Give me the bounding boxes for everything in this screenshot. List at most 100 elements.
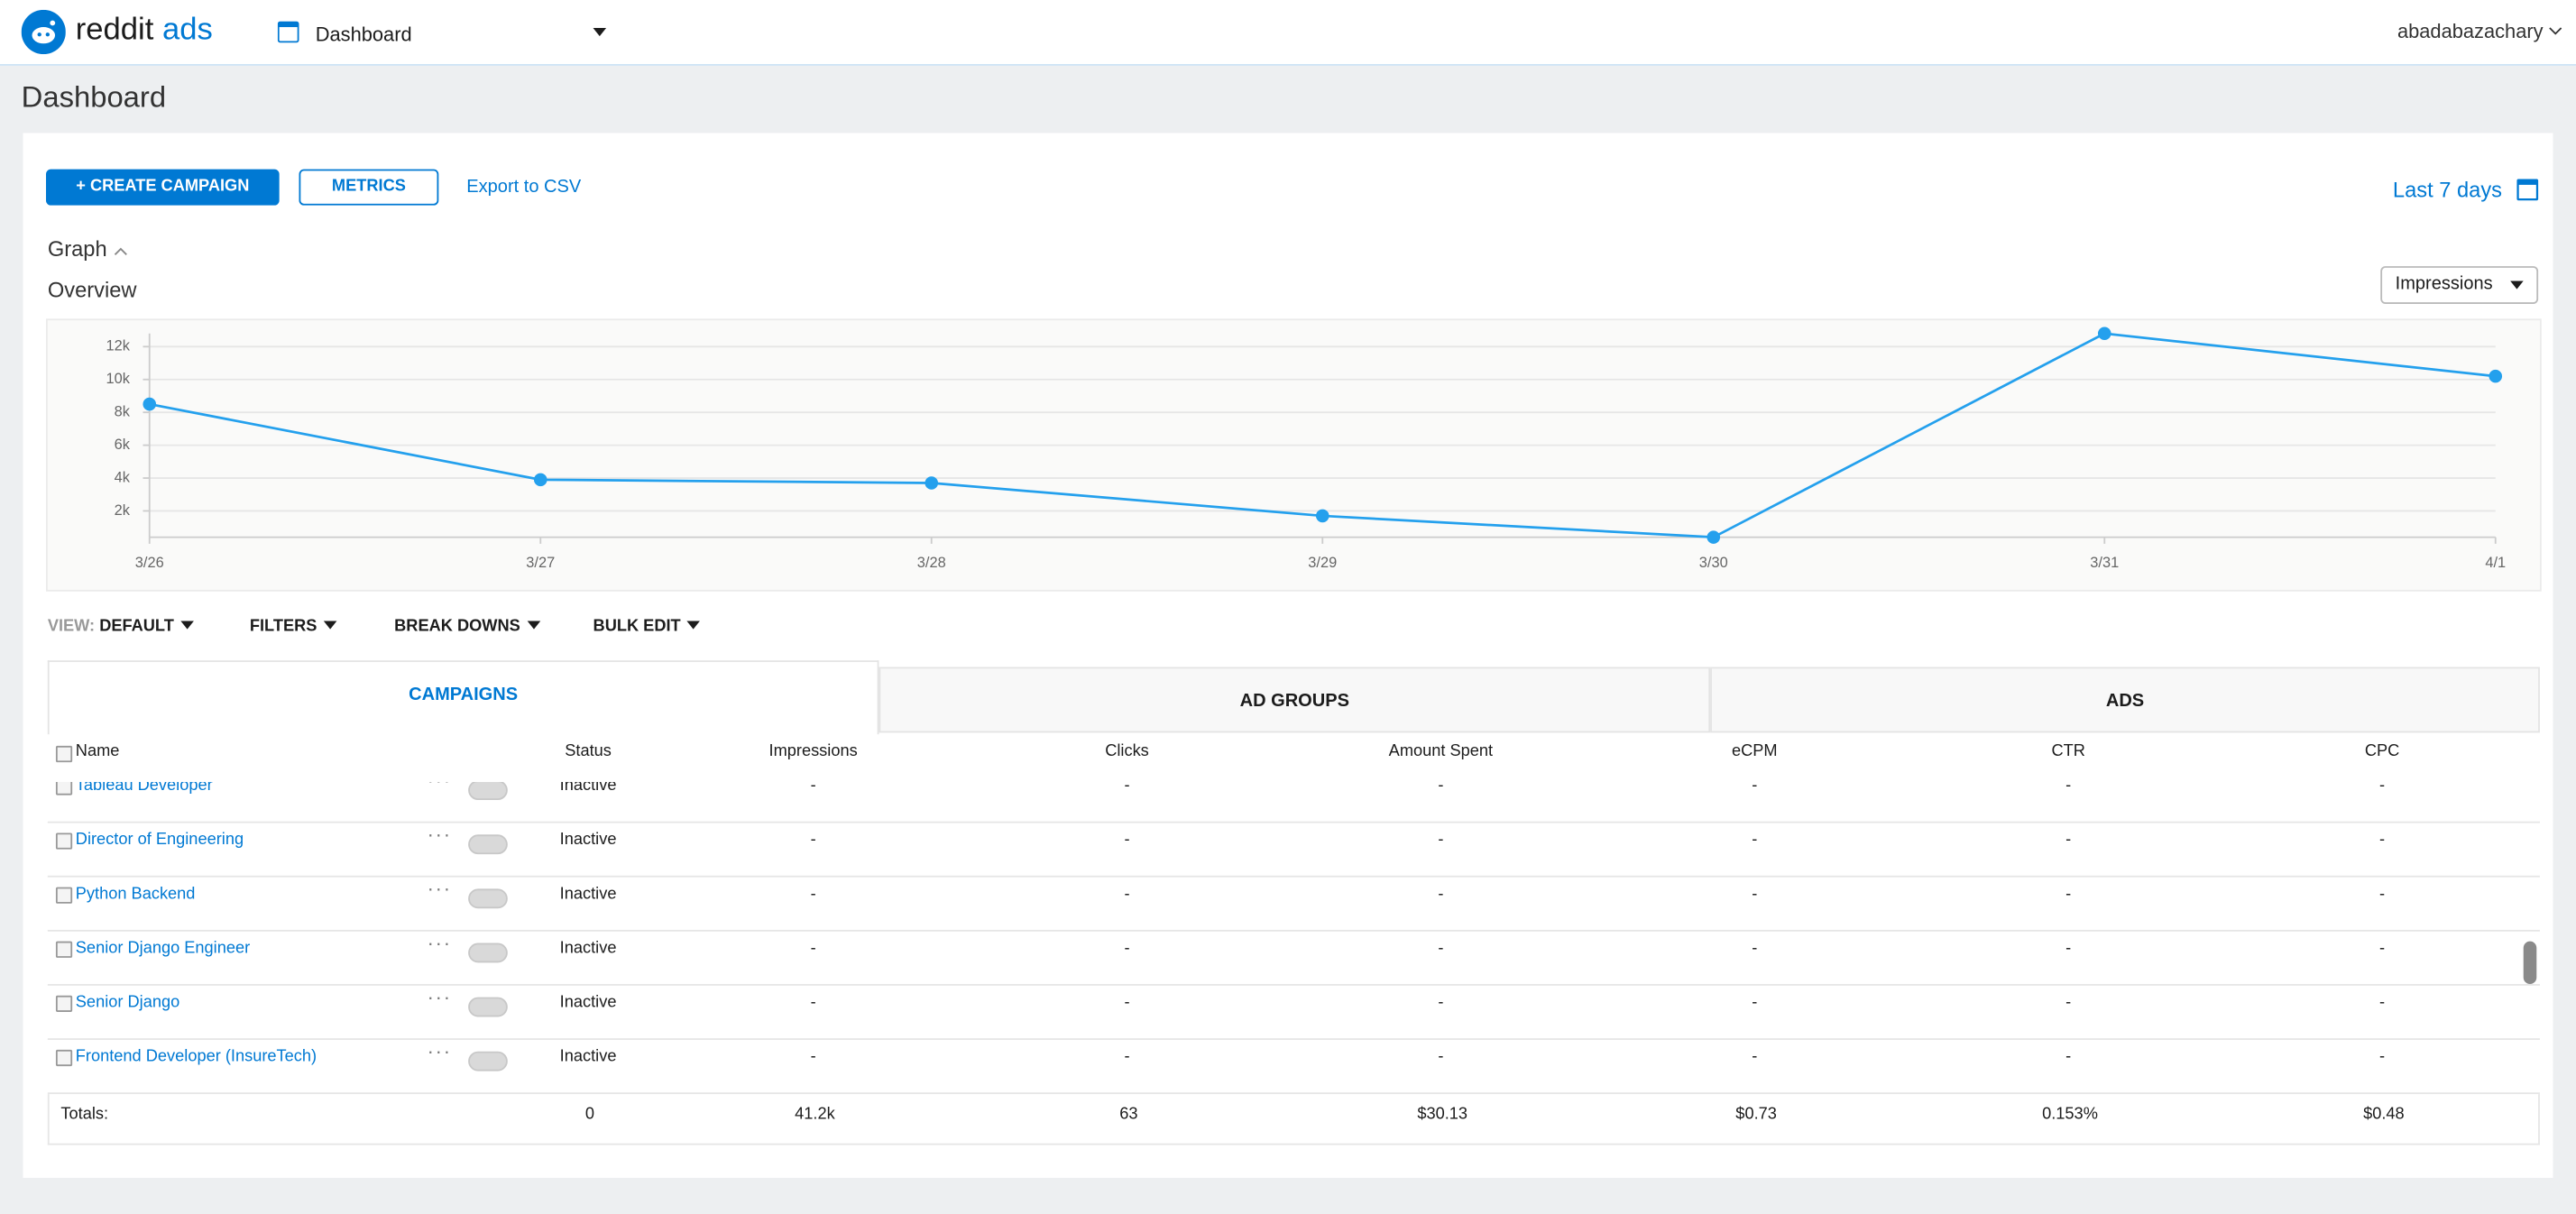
- totals-row: Totals: 0 41.2k 63 $30.13 $0.73 0.153% $0.48: [47, 1094, 2540, 1145]
- campaign-name[interactable]: Tableau Developer: [75, 782, 213, 796]
- bulk-edit-menu[interactable]: BULK EDIT: [593, 618, 701, 636]
- breakdowns-menu[interactable]: BREAK DOWNS: [394, 618, 540, 636]
- table-cell: -: [2379, 885, 2386, 904]
- row-menu[interactable]: ···: [427, 985, 452, 1009]
- point[interactable]: [1315, 509, 1329, 523]
- table-cell: Inactive: [559, 939, 617, 958]
- filters-label[interactable]: FILTERS: [249, 617, 317, 636]
- bulk-edit-caret[interactable]: [686, 621, 701, 630]
- column-header[interactable]: eCPM: [1731, 742, 1778, 761]
- y-tick-label: 2k: [115, 502, 131, 519]
- graph-toggle[interactable]: Graph: [47, 236, 128, 262]
- totals-cell: 0: [584, 1105, 594, 1124]
- point[interactable]: [1707, 530, 1721, 544]
- row-menu[interactable]: ···: [427, 823, 452, 847]
- point[interactable]: [2097, 326, 2111, 341]
- table-row: ··· Director of Engineering Inactive - - - - - -: [47, 823, 2540, 878]
- table-cell: Inactive: [559, 831, 617, 850]
- user-menu[interactable]: abadabazachary: [2397, 19, 2544, 43]
- row-menu[interactable]: ···: [427, 931, 452, 955]
- campaign-name[interactable]: Frontend Developer (InsureTech): [75, 1048, 317, 1067]
- column-header[interactable]: CPC: [2364, 742, 2400, 761]
- point[interactable]: [2489, 369, 2503, 383]
- metric-select-value[interactable]: Impressions: [2395, 274, 2493, 295]
- point[interactable]: [533, 473, 547, 487]
- campaign-name[interactable]: Director of Engineering: [75, 831, 244, 850]
- column-header[interactable]: Status: [565, 742, 612, 761]
- user-chevron[interactable]: [2548, 26, 2562, 36]
- row-menu[interactable]: ···: [427, 877, 452, 901]
- tab[interactable]: CAMPAIGNS: [47, 660, 879, 735]
- table-cell: -: [1752, 782, 1758, 796]
- collapse-icon[interactable]: [113, 246, 127, 256]
- table-cell: -: [810, 1048, 816, 1067]
- scrollbar-thumb[interactable]: [2523, 941, 2537, 985]
- table-cell: -: [2379, 831, 2386, 850]
- row-checkbox[interactable]: [55, 941, 73, 958]
- table-cell: -: [2065, 885, 2072, 904]
- toggle[interactable]: [468, 1051, 508, 1071]
- point[interactable]: [925, 476, 939, 490]
- point[interactable]: [143, 397, 157, 411]
- header-checkbox[interactable]: [55, 745, 73, 763]
- campaign-name[interactable]: Senior Django: [75, 993, 180, 1013]
- row-checkbox[interactable]: [55, 995, 73, 1013]
- bulk-edit-label[interactable]: BULK EDIT: [593, 617, 681, 636]
- y-tick-label: 8k: [115, 404, 131, 420]
- row-menu[interactable]: ···: [428, 782, 452, 792]
- campaign-name[interactable]: Senior Django Engineer: [75, 939, 251, 958]
- table-body: ··· Tableau Developer Inactive - - - - - - ··· Dir…: [0, 782, 2576, 1095]
- view-label: VIEW:: [47, 617, 96, 636]
- table-row: ··· Senior Django Inactive - - - - - -: [47, 985, 2540, 1040]
- date-icon[interactable]: [2516, 179, 2539, 201]
- totals-cell: $30.13: [1417, 1105, 1468, 1124]
- brand-suffix: ads: [161, 13, 213, 48]
- x-tick-label: 4/1: [2485, 555, 2506, 571]
- tab[interactable]: AD GROUPS: [879, 667, 1711, 733]
- metric-select[interactable]: Impressions: [2380, 266, 2539, 304]
- breakdowns-caret[interactable]: [527, 621, 540, 630]
- row-checkbox[interactable]: [55, 782, 73, 796]
- row-checkbox[interactable]: [55, 832, 73, 850]
- table-cell: Inactive: [559, 885, 617, 904]
- table-cell: -: [1752, 831, 1758, 850]
- line: [149, 332, 2496, 538]
- table-cell: -: [810, 939, 816, 958]
- toggle[interactable]: [468, 782, 508, 801]
- nav-caret[interactable]: [593, 27, 607, 37]
- campaign-name[interactable]: Python Backend: [75, 885, 196, 904]
- table-cell: Inactive: [559, 782, 617, 796]
- row-menu[interactable]: ···: [427, 1039, 452, 1063]
- view-caret[interactable]: [180, 621, 194, 630]
- toggle[interactable]: [468, 888, 508, 909]
- view-filter[interactable]: VIEW: DEFAULT: [48, 618, 194, 636]
- column-header[interactable]: Clicks: [1105, 742, 1149, 761]
- nav-dropdown[interactable]: Dashboard: [315, 23, 412, 47]
- toggle[interactable]: [468, 997, 508, 1017]
- filters-menu[interactable]: FILTERS: [249, 617, 337, 636]
- column-header[interactable]: CTR: [2051, 742, 2085, 761]
- table-row: ··· Senior Django Engineer Inactive - - - - - -: [47, 931, 2540, 986]
- row-checkbox[interactable]: [55, 1049, 73, 1067]
- view-value[interactable]: DEFAULT: [99, 617, 174, 636]
- row-checkbox[interactable]: [55, 887, 73, 904]
- column-header[interactable]: Impressions: [768, 742, 858, 761]
- x-tick-label: 3/26: [135, 555, 164, 571]
- metric-caret[interactable]: [2510, 281, 2524, 290]
- filters-caret[interactable]: [323, 621, 337, 630]
- column-header[interactable]: Amount Spent: [1388, 742, 1494, 761]
- tab[interactable]: ADS: [1710, 667, 2540, 733]
- column-header[interactable]: Name: [75, 742, 120, 761]
- export-link[interactable]: Export to CSV: [466, 177, 582, 198]
- table-cell: -: [1124, 782, 1130, 796]
- table-cell: -: [1438, 831, 1444, 850]
- toggle[interactable]: [468, 943, 508, 963]
- graph-title[interactable]: Graph: [47, 236, 107, 262]
- create-campaign-button[interactable]: + CREATE CAMPAIGN: [46, 169, 280, 206]
- totals-label: Totals:: [60, 1105, 109, 1124]
- metrics-button[interactable]: METRICS: [299, 169, 439, 206]
- toggle[interactable]: [468, 834, 508, 855]
- date-range[interactable]: Last 7 days: [2392, 177, 2503, 203]
- breakdowns-label[interactable]: BREAK DOWNS: [394, 617, 520, 636]
